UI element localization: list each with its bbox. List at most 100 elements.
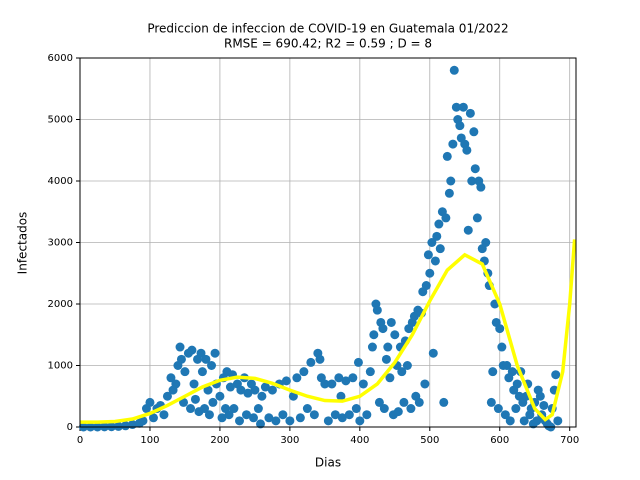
scatter-point — [397, 367, 407, 377]
chart-title: Prediccion de infeccion de COVID-19 en G… — [147, 22, 508, 36]
scatter-point — [255, 419, 265, 429]
scatter-point — [435, 244, 445, 254]
scatter-point — [327, 379, 337, 389]
scatter-point — [200, 404, 210, 414]
scatter-point — [369, 330, 379, 340]
scatter-point — [196, 348, 206, 358]
x-tick-label: 500 — [420, 435, 439, 446]
plot-frame — [79, 57, 577, 428]
scatter-point — [176, 354, 186, 364]
chart-subtitle: RMSE = 690.42; R2 = 0.59 ; D = 8 — [224, 37, 432, 51]
scatter-point — [302, 404, 312, 414]
scatter-point — [138, 416, 148, 426]
scatter-point — [288, 391, 298, 401]
scatter-point — [309, 410, 319, 420]
scatter-point — [502, 361, 512, 370]
scatter-point — [204, 410, 214, 420]
scatter-point — [399, 397, 409, 407]
scatter-point — [299, 367, 309, 377]
scatter-point — [414, 397, 424, 407]
scatter-point — [229, 404, 239, 414]
scatter-point — [481, 238, 491, 247]
scatter-point — [463, 225, 473, 235]
scatter-point — [348, 373, 358, 383]
scatter-point — [190, 394, 200, 404]
scatter-point — [281, 376, 291, 386]
scatter-point — [113, 421, 123, 431]
x-tick-label: 700 — [560, 435, 579, 446]
scatter-point — [511, 404, 521, 414]
x-tick-label: 0 — [77, 435, 83, 446]
scatter-point — [455, 121, 465, 131]
x-tick-label: 300 — [280, 435, 299, 446]
scatter-point — [500, 410, 510, 420]
y-tick-label: 2000 — [48, 299, 73, 310]
scatter-point — [439, 397, 449, 407]
scatter-point — [315, 354, 325, 364]
scatter-point — [553, 416, 563, 426]
scatter-point — [441, 213, 451, 223]
scatter-point — [497, 342, 507, 352]
scatter-point — [353, 357, 363, 367]
scatter-point — [434, 219, 444, 229]
scatter-point — [390, 330, 400, 340]
scatter-point — [180, 367, 190, 377]
scatter-point — [201, 354, 211, 364]
scatter-point — [334, 373, 344, 383]
scatter-point — [253, 404, 263, 414]
scatter-point — [539, 400, 549, 410]
scatter-point — [425, 268, 435, 278]
scatter-point — [250, 385, 260, 395]
scatter-point — [323, 416, 333, 426]
scatter-point — [186, 404, 196, 414]
scatter-point — [197, 367, 207, 377]
scatter-point — [486, 397, 496, 407]
x-tick-label: 600 — [490, 435, 509, 446]
scatter-point — [344, 410, 354, 420]
scatter-point — [507, 367, 517, 377]
y-tick-label: 6000 — [48, 53, 73, 64]
scatter-point — [285, 416, 295, 426]
scatter-point — [493, 404, 503, 414]
scatter-point — [351, 404, 361, 414]
scatter-point — [367, 342, 377, 352]
scatter-point — [505, 416, 515, 426]
scatter-point — [383, 342, 393, 352]
scatter-point — [402, 361, 412, 370]
scatter-point — [337, 413, 347, 423]
scatter-point — [257, 391, 267, 401]
scatter-point — [248, 413, 258, 423]
scatter-point — [406, 404, 416, 414]
scatter-point — [512, 379, 522, 389]
scatter-point — [159, 410, 169, 420]
scatter-point — [341, 376, 351, 386]
scatter-point — [421, 281, 431, 291]
scatter-point — [472, 213, 482, 223]
scatter-point — [306, 357, 316, 367]
scatter-point — [532, 416, 542, 426]
scatter-point — [295, 413, 305, 423]
scatter-point — [278, 410, 288, 420]
y-tick-label: 3000 — [48, 238, 73, 249]
scatter-point — [292, 373, 302, 383]
scatter-point — [432, 231, 442, 241]
scatter-point — [235, 416, 245, 426]
scatter-point — [336, 391, 346, 401]
scatter-point — [217, 413, 227, 423]
scatter-point — [465, 108, 475, 118]
scatter-point — [320, 379, 330, 389]
scatter-point — [355, 416, 365, 426]
scatter-point — [458, 102, 468, 112]
scatter-point — [420, 379, 430, 389]
scatter-point — [210, 348, 220, 358]
y-tick-label: 4000 — [48, 176, 73, 187]
y-tick-label: 1000 — [48, 361, 73, 372]
scatter-point — [208, 397, 218, 407]
x-tick-label: 100 — [140, 435, 159, 446]
scatter-point — [378, 324, 388, 334]
scatter-point — [362, 410, 372, 420]
scatter-point — [365, 367, 375, 377]
scatter-point — [462, 145, 472, 155]
fit-line — [80, 239, 577, 424]
scatter-point — [236, 385, 246, 395]
